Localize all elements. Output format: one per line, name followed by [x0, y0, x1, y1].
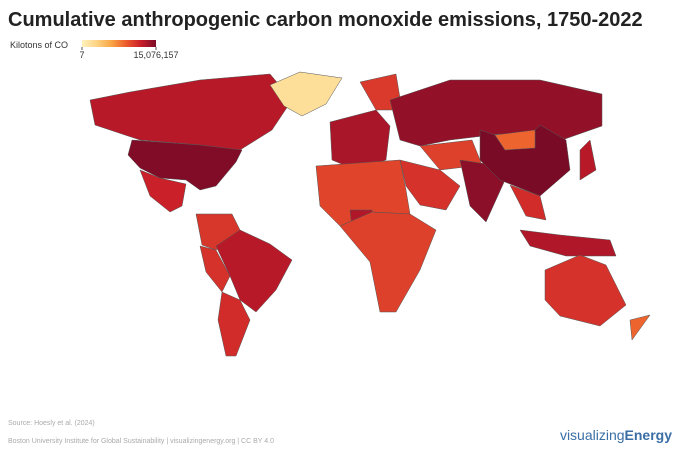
country: [215, 229, 293, 313]
chart-title: Cumulative anthropogenic carbon monoxide…: [8, 9, 643, 31]
country: [199, 245, 231, 293]
map: [89, 71, 651, 357]
country: [399, 159, 461, 211]
colorbar-label: 15,076,157: [133, 50, 178, 60]
country: [509, 184, 547, 221]
logo-bold: Energy: [625, 427, 673, 443]
legend-title: Kilotons of CO: [10, 40, 68, 50]
country: [217, 291, 251, 357]
country: [519, 229, 617, 257]
country: [139, 169, 187, 213]
country: [269, 71, 343, 117]
colorbar: [82, 40, 156, 47]
country: [579, 139, 597, 181]
logo-light: visualizing: [560, 427, 625, 443]
country: [127, 139, 243, 191]
country: [629, 314, 651, 341]
country: [339, 211, 437, 313]
credit: Boston University Institute for Global S…: [8, 438, 274, 445]
country: [494, 129, 536, 151]
country: [329, 109, 391, 171]
country: [89, 73, 293, 151]
source: Source: Hoesly et al. (2024): [8, 420, 95, 427]
colorbar-label: 7: [79, 50, 84, 60]
logo: visualizingEnergy: [560, 427, 672, 443]
country: [544, 254, 627, 327]
